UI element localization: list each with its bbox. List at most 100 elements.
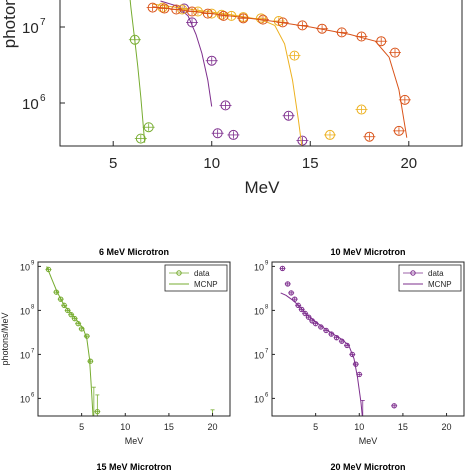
panel-6mev-legend-box bbox=[164, 264, 228, 292]
main-series-3-point-2 bbox=[171, 4, 182, 15]
p10-x-tick-label-3: 20 bbox=[442, 422, 452, 432]
p10-y-tick-exp-0: 6 bbox=[265, 392, 269, 398]
panel-6mev-title: 6 MeV Microtron bbox=[99, 247, 169, 257]
p10-point-14 bbox=[339, 338, 345, 344]
main-y-axis-label: photons bbox=[0, 0, 19, 48]
p10-point-19 bbox=[361, 415, 364, 416]
panel-6mev-legend-marks bbox=[169, 270, 189, 285]
main-series-3-point-4 bbox=[202, 8, 213, 19]
main-series-3-point-17 bbox=[364, 131, 375, 142]
p6-y-tick-label-1: 10 bbox=[20, 350, 30, 360]
main-series-2-point-11 bbox=[356, 104, 367, 115]
p6-y-tick-exp-3: 9 bbox=[31, 260, 35, 266]
panel-20mev-title: 20 MeV Microtron bbox=[330, 462, 405, 472]
p10-x-tick-label-2: 15 bbox=[398, 422, 408, 432]
panel-6mev-y-axis-label: photons/MeV bbox=[0, 312, 10, 365]
main-series-3-point-0 bbox=[147, 2, 158, 13]
panel-6mev-legend: data MCNP bbox=[164, 264, 228, 292]
main-series-3-point-10 bbox=[317, 23, 328, 34]
p6-point-8 bbox=[78, 326, 85, 332]
main-series-3-fit bbox=[152, 6, 408, 138]
main-series-3-point-12 bbox=[356, 31, 367, 42]
main-series-1-point-2 bbox=[206, 55, 217, 66]
p10-point-13 bbox=[333, 334, 340, 341]
p10-point-12 bbox=[328, 331, 335, 337]
main-series-3-point-11 bbox=[336, 27, 347, 38]
p10-point-10 bbox=[318, 324, 324, 330]
main-series-2-point-7 bbox=[256, 13, 266, 24]
p6-point-11 bbox=[92, 417, 96, 421]
main-series-1-point-7 bbox=[297, 135, 308, 146]
panel-15mev-title: 15 MeV Microtron bbox=[96, 462, 171, 472]
p10-y-tick-exp-1: 7 bbox=[265, 348, 269, 354]
panel-6mev-marks bbox=[45, 266, 215, 421]
panel-6mev-axes bbox=[37, 261, 231, 417]
main-series-1-fit bbox=[160, 0, 213, 107]
main-series-1-point-4 bbox=[220, 100, 231, 111]
p10-point-4 bbox=[295, 302, 301, 309]
p6-y-tick-label-3: 10 bbox=[20, 262, 30, 272]
panel-10mev-x-ticks: 5 10 15 20 bbox=[313, 413, 452, 432]
main-series-1-point-6 bbox=[283, 110, 294, 121]
main-series-3-point-14 bbox=[399, 94, 410, 105]
main-series-3-point-3 bbox=[187, 6, 198, 17]
p10-point-5 bbox=[298, 306, 305, 313]
panel-10mev-marks bbox=[279, 265, 398, 416]
main-series-3-point-6 bbox=[238, 13, 249, 24]
p10-point-11 bbox=[323, 327, 329, 334]
p6-point-0 bbox=[45, 266, 52, 273]
p10-point-7 bbox=[305, 314, 312, 320]
p10-y-tick-label-0: 10 bbox=[254, 394, 264, 404]
p6-point-7 bbox=[75, 320, 81, 327]
p6-point-4 bbox=[64, 307, 71, 314]
p6-y-tick-exp-2: 8 bbox=[31, 304, 35, 310]
p6-x-tick-label-1: 10 bbox=[120, 422, 130, 432]
p10-fit bbox=[280, 292, 363, 416]
main-chart-marks bbox=[128, 0, 411, 146]
main-axis-box bbox=[59, 0, 463, 147]
main-series-1-point-1 bbox=[187, 17, 198, 28]
main-y-tick-label-1: 10 bbox=[22, 20, 39, 37]
panel-10mev-legend: data MCNP bbox=[398, 264, 462, 292]
p10-point-3 bbox=[291, 296, 298, 302]
main-series-1-point-5 bbox=[228, 129, 239, 140]
p10-y-tick-label-2: 10 bbox=[254, 306, 264, 316]
panel-10mev-x-axis-label: MeV bbox=[359, 436, 378, 446]
main-series-3-point-13 bbox=[376, 36, 387, 47]
p10-point-1 bbox=[285, 281, 291, 287]
p6-point-2 bbox=[57, 296, 64, 302]
p6-x-tick-label-0: 5 bbox=[79, 422, 84, 432]
p6-legend-data-marker bbox=[176, 270, 182, 276]
main-series-2-fit bbox=[152, 3, 303, 146]
p6-point-10 bbox=[87, 358, 94, 364]
main-series-0-point-1 bbox=[135, 133, 146, 144]
p10-y-tick-exp-3: 9 bbox=[265, 260, 269, 266]
panel-6mev-x-ticks: 5 10 15 20 bbox=[79, 413, 218, 432]
main-series-3-point-8 bbox=[277, 17, 288, 28]
main-series-3-point-9 bbox=[297, 20, 308, 31]
p6-point-12 bbox=[94, 408, 101, 415]
main-y-tick-exp-1: 7 bbox=[40, 17, 46, 28]
p10-point-20 bbox=[391, 403, 397, 409]
p6-y-tick-label-2: 10 bbox=[20, 306, 30, 316]
p6-point-9 bbox=[84, 333, 90, 339]
p10-x-tick-label-1: 10 bbox=[354, 422, 364, 432]
p10-point-17 bbox=[353, 361, 359, 367]
p10-y-tick-exp-2: 8 bbox=[265, 304, 269, 310]
main-series-3-point-15 bbox=[390, 47, 400, 58]
p10-point-9 bbox=[312, 320, 319, 327]
panel-10mev-legend-mcnp: MCNP bbox=[428, 280, 452, 289]
p10-point-8 bbox=[309, 318, 315, 324]
p6-point-3 bbox=[61, 302, 67, 309]
panel-10mev-legend-data: data bbox=[428, 269, 444, 278]
main-x-tick-label-0: 5 bbox=[109, 155, 117, 172]
main-x-tick-label-3: 20 bbox=[400, 155, 417, 172]
p6-y-tick-exp-0: 6 bbox=[31, 392, 35, 398]
p10-point-6 bbox=[302, 310, 308, 317]
p6-point-1 bbox=[53, 289, 60, 295]
main-series-0-fit bbox=[129, 0, 146, 143]
p10-point-0 bbox=[279, 265, 286, 272]
